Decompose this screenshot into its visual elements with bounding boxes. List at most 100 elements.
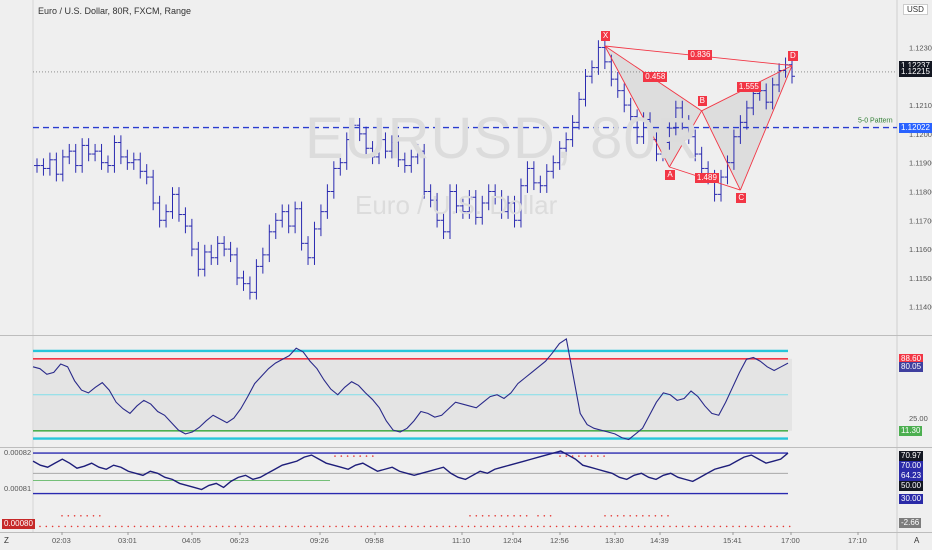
price-bar <box>40 158 47 176</box>
rsi-dot <box>667 515 669 517</box>
price-bar <box>621 83 628 113</box>
rsi-dot <box>77 525 79 528</box>
z-label[interactable]: Z <box>4 536 9 545</box>
rsi-dot <box>334 455 336 457</box>
price-bar <box>208 244 215 265</box>
rsi-dot <box>559 455 561 457</box>
rsi-dot <box>127 525 129 528</box>
stoch-axis-tag: 88.60 <box>899 353 924 364</box>
rsi-dot <box>51 525 54 528</box>
price-bar <box>408 149 415 173</box>
zoom-label[interactable]: A <box>914 536 920 545</box>
currency-label[interactable]: USD <box>903 4 928 15</box>
rsi-dot <box>635 515 638 517</box>
rsi-dot <box>346 455 349 457</box>
pattern-point-x: X <box>600 31 611 41</box>
price-bar <box>537 175 544 193</box>
time-tick-label: 15:41 <box>723 536 742 545</box>
rsi-dot <box>86 515 88 517</box>
rsi-dot <box>492 525 495 528</box>
watermark-name: Euro / U.S. Dollar <box>355 190 558 220</box>
price-bar <box>137 152 144 179</box>
rsi-left-tag: 0.00080 <box>2 519 35 529</box>
rsi-dot <box>660 515 663 517</box>
price-bar <box>414 143 421 165</box>
rsi-dot <box>549 515 552 517</box>
price-bar <box>453 184 460 214</box>
rsi-dot <box>631 525 633 528</box>
rsi-dot <box>39 525 41 528</box>
price-bar <box>421 143 428 199</box>
pattern-ratio-label: 1.489 <box>694 172 719 183</box>
rsi-dot <box>587 525 589 528</box>
rsi-dot <box>486 525 489 528</box>
chart-title[interactable]: Euro / U.S. Dollar, 80R, FXCM, Range <box>38 6 192 16</box>
rsi-dot <box>700 525 703 528</box>
time-tick-label: 12:56 <box>550 536 569 545</box>
price-bar <box>569 115 576 147</box>
rsi-axis-tag: 70.97 <box>899 451 924 461</box>
price-tick-label: 1.11500 <box>909 274 932 283</box>
rsi-dot <box>340 455 343 457</box>
rsi-dot <box>725 525 728 528</box>
price-axis-tag: 1.12215 <box>899 66 932 77</box>
rsi-dot <box>278 525 281 528</box>
rsi-dot <box>467 525 470 528</box>
pattern-point-a: A <box>665 170 675 180</box>
price-bar <box>446 184 453 240</box>
price-tick-label: 1.11600 <box>909 245 932 254</box>
rsi-dot <box>507 515 509 517</box>
price-bar <box>530 161 537 191</box>
rsi-dot <box>417 525 419 528</box>
rsi-dot <box>499 525 501 528</box>
price-bar <box>234 247 241 286</box>
price-bar <box>98 143 105 170</box>
rsi-dot <box>782 525 785 528</box>
price-bar <box>111 135 118 173</box>
price-bar <box>614 71 621 98</box>
price-tick-label: 1.11900 <box>909 159 932 168</box>
rsi-dot <box>568 525 570 528</box>
rsi-dot <box>565 455 568 457</box>
rsi-dot <box>354 525 356 528</box>
rsi-dot <box>80 515 82 517</box>
rsi-dot <box>629 515 631 517</box>
price-bar <box>692 129 699 162</box>
rsi-dot <box>83 525 85 528</box>
price-bar <box>156 195 163 228</box>
price-bar <box>647 112 654 147</box>
rsi-dot <box>574 525 577 528</box>
rsi-dot <box>316 525 319 528</box>
rsi-dot <box>297 525 300 528</box>
rsi-dot <box>738 525 741 528</box>
price-bar <box>124 149 131 170</box>
pattern-leg <box>739 65 793 191</box>
rsi-dot <box>253 525 255 528</box>
rsi-dot <box>751 525 753 528</box>
price-bar <box>143 164 150 185</box>
rsi-left-label: 0.00081 <box>4 484 31 493</box>
price-bar <box>175 187 182 222</box>
price-bar <box>163 204 170 228</box>
pattern-point-c: C <box>736 193 747 204</box>
rsi-dot <box>347 525 350 528</box>
rsi-dot <box>513 515 515 517</box>
price-bar <box>730 129 737 170</box>
rsi-dot <box>203 525 205 528</box>
time-tick-label: 06:23 <box>230 536 249 545</box>
price-bar <box>769 77 776 110</box>
rsi-dot <box>530 525 533 528</box>
time-tick-label: 14:39 <box>650 536 669 545</box>
time-tick-label: 13:30 <box>605 536 624 545</box>
price-bar <box>169 187 176 219</box>
rsi-axis-tag: 30.00 <box>899 494 924 504</box>
rsi-dot <box>329 525 331 528</box>
price-bar <box>724 155 731 185</box>
time-tick-label: 11:10 <box>452 536 470 545</box>
price-bar <box>330 161 337 199</box>
price-bar <box>698 146 705 176</box>
time-tick-label: 02:03 <box>52 536 71 545</box>
rsi-dot <box>410 525 413 528</box>
rsi-dot <box>234 525 237 528</box>
